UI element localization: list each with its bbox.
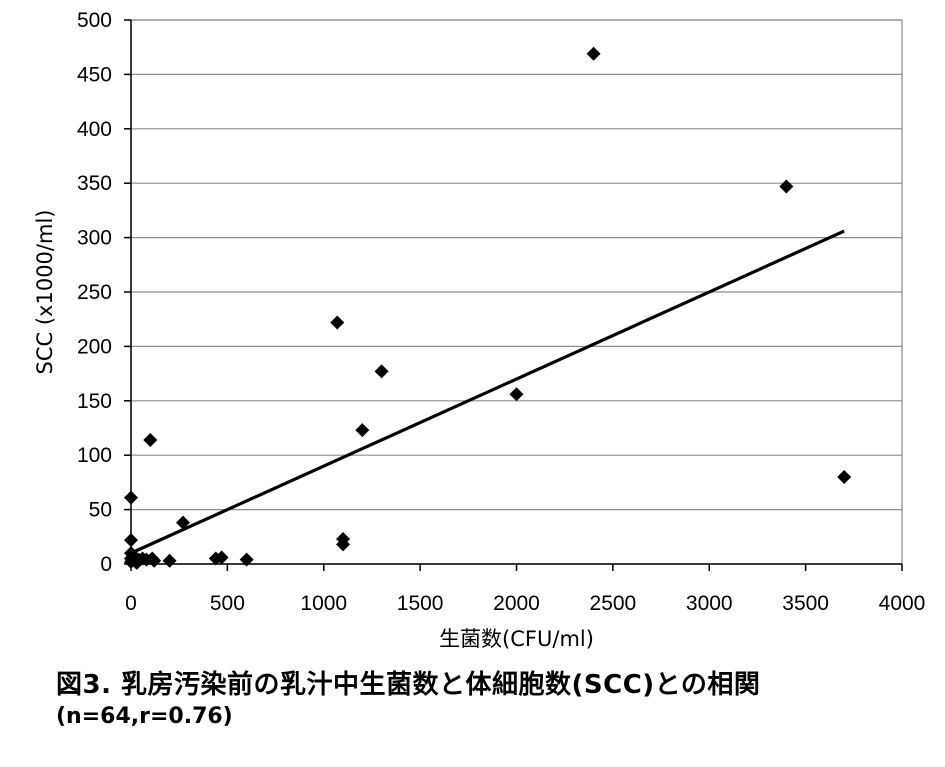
y-tick-label: 300: [77, 227, 112, 250]
data-point: [374, 364, 389, 379]
x-tick-label: 500: [210, 592, 245, 615]
y-tick-label: 350: [77, 172, 112, 195]
x-tick-label: 1500: [397, 592, 444, 615]
y-tick-label: 500: [77, 9, 112, 32]
x-tick-label: 4000: [879, 592, 926, 615]
y-tick-label: 200: [77, 335, 112, 358]
y-tick-label: 450: [77, 63, 112, 86]
data-point: [586, 46, 601, 61]
data-point: [779, 179, 794, 194]
y-tick-label: 400: [77, 118, 112, 141]
gridlines: [131, 19, 902, 511]
y-tick-label: 0: [100, 553, 112, 576]
y-tick-label: 100: [77, 444, 112, 467]
trendline-group: [130, 229, 845, 555]
data-point: [214, 550, 229, 565]
y-axis-title: SCC (x1000/ml): [33, 210, 57, 375]
x-tick-labels: 0 500 1000 1500 2000 2500 3000 3500 4000: [125, 592, 925, 615]
data-point: [239, 552, 254, 567]
x-axis-title: 生菌数(CFU/ml): [439, 627, 594, 651]
data-point: [124, 533, 138, 548]
data-point: [509, 387, 524, 402]
axes: [124, 19, 903, 571]
data-point: [143, 432, 158, 447]
y-tick-labels: 0 50 100 150 200 250 300 350 400 450 500: [77, 9, 112, 576]
data-point: [147, 553, 162, 568]
scatter-chart: 0 50 100 150 200 250 300 350 400 450 500 0 500 1000 1…: [33, 9, 925, 651]
data-point: [355, 423, 370, 438]
data-points: [124, 46, 852, 570]
data-point: [330, 315, 345, 330]
figure-caption: 図3. 乳房汚染前の乳汁中生菌数と体細胞数(SCC)との相関: [56, 670, 761, 700]
data-point: [837, 469, 852, 484]
x-tick-label: 2000: [493, 592, 540, 615]
data-point: [162, 553, 177, 568]
data-point: [124, 490, 138, 505]
y-tick-label: 150: [77, 390, 112, 413]
y-tick-label: 250: [77, 281, 112, 304]
y-tick-label: 50: [89, 499, 112, 522]
x-tick-label: 1000: [300, 592, 347, 615]
x-tick-label: 0: [125, 592, 137, 615]
x-tick-label: 3500: [782, 592, 829, 615]
x-tick-label: 2500: [590, 592, 637, 615]
data-point: [129, 555, 144, 570]
data-point: [176, 515, 191, 530]
x-tick-label: 3000: [686, 592, 733, 615]
trendline: [130, 229, 845, 555]
figure-caption-stats: (n=64,r=0.76): [56, 704, 233, 729]
data-point: [336, 537, 351, 552]
